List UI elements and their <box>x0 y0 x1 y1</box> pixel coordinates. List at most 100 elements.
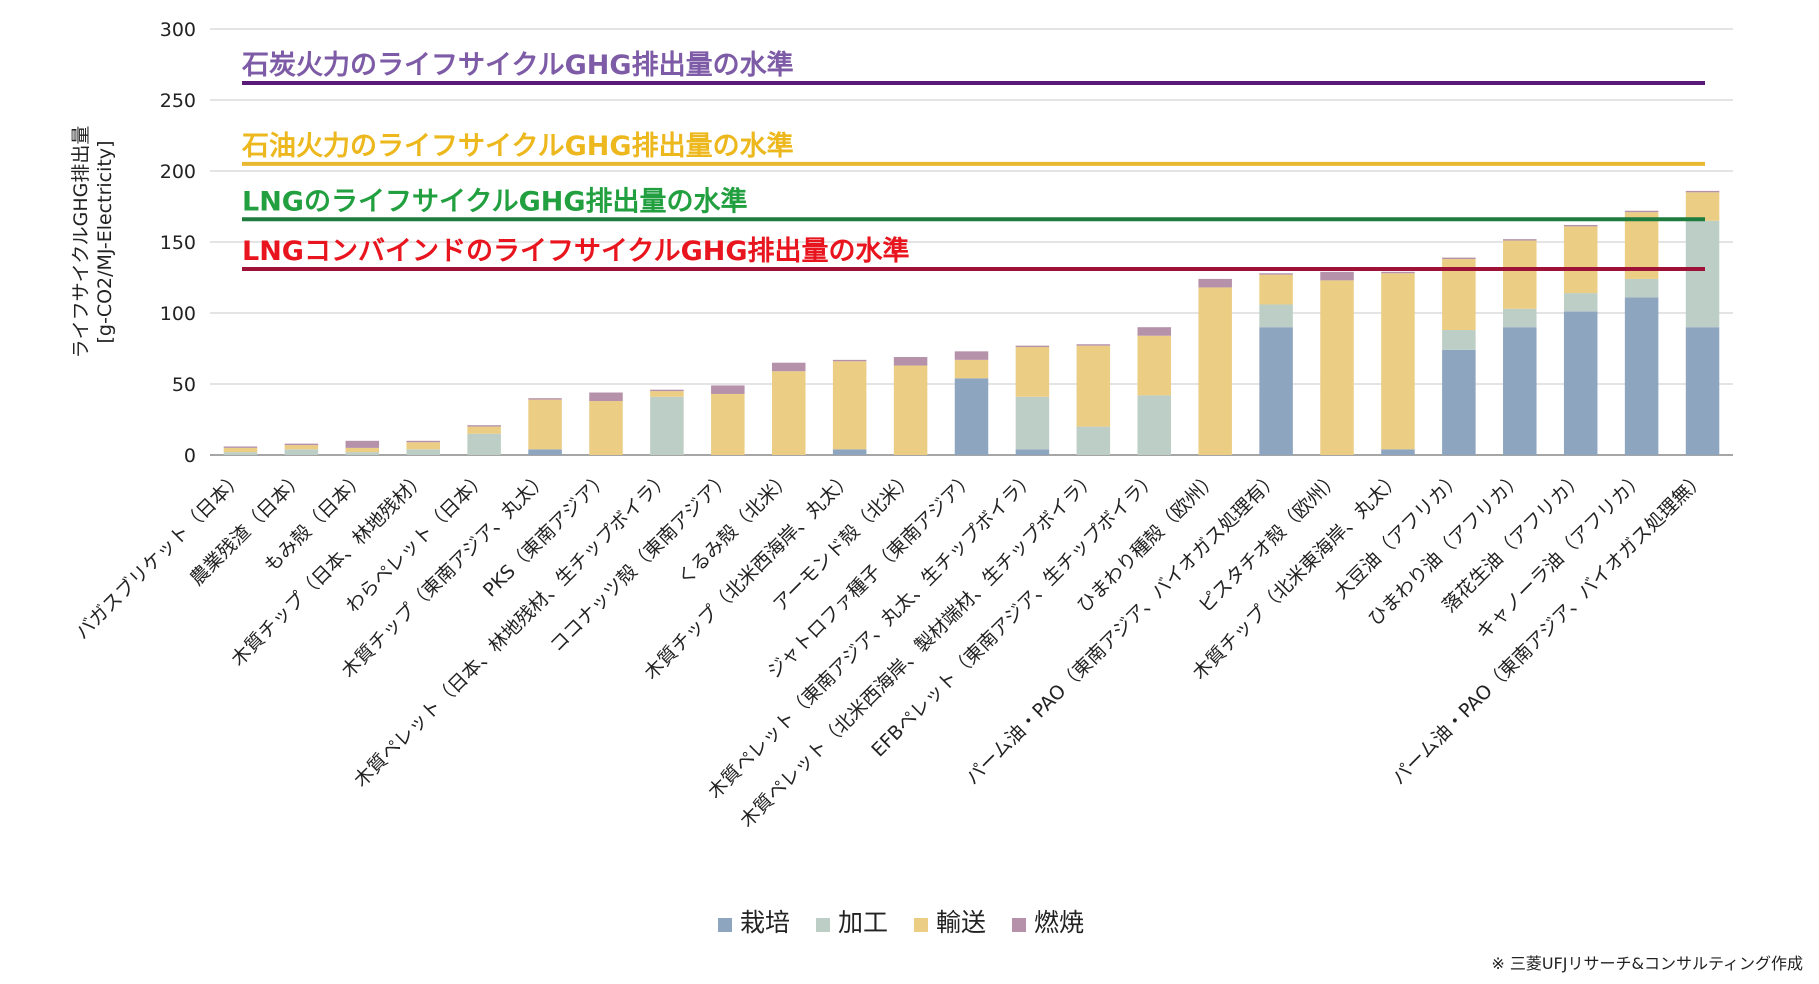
legend: 栽培 加工 輸送 燃焼 <box>718 908 1084 937</box>
bar-segment <box>1563 224 1598 227</box>
bar-segment <box>1624 278 1659 298</box>
bar-segment <box>1685 220 1720 328</box>
bar-segment <box>345 452 380 455</box>
bar-segment <box>589 401 623 455</box>
legend-swatch <box>1012 918 1026 932</box>
legend-label: 輸送 <box>936 908 986 937</box>
bar-segment <box>528 398 562 400</box>
reference-lines: 石炭火力のライフサイクルGHG排出量の水準石油火力のライフサイクルGHG排出量の… <box>241 49 1705 271</box>
bar-segment <box>1563 293 1598 312</box>
y-axis-title: ライフサイクルGHG排出量 [g-CO2/MJ-Electricity] <box>70 126 116 359</box>
bar-segment <box>1624 297 1659 455</box>
y-tick-label: 250 <box>160 90 196 112</box>
reference-line-label: LNGコンバインドのライフサイクルGHG排出量の水準 <box>242 235 910 267</box>
bar-segment <box>1137 327 1172 336</box>
bar-segment <box>1503 240 1537 309</box>
category-label: くるみ殻（北米） <box>674 467 797 590</box>
legend-swatch <box>816 918 830 932</box>
bar-segment <box>1442 349 1476 455</box>
gridlines <box>210 28 1733 456</box>
bar-segment <box>954 359 989 379</box>
bar-segment <box>1259 273 1293 275</box>
bar-segment <box>1624 210 1659 213</box>
bar-segment <box>528 399 562 450</box>
bar-segment <box>1259 327 1293 455</box>
bar-segment <box>893 357 928 366</box>
source-credit: ※ 三菱UFJリサーチ&コンサルティング作成 <box>1491 954 1803 973</box>
bar-segment <box>467 426 501 434</box>
bar-segment <box>954 378 989 455</box>
bar-segment <box>832 359 867 362</box>
reference-line-label: LNGのライフサイクルGHG排出量の水準 <box>242 185 748 217</box>
bar-segment <box>1685 190 1720 193</box>
y-tick-label: 50 <box>172 374 196 396</box>
bar-segment <box>1685 327 1720 455</box>
legend-label: 栽培 <box>740 908 790 937</box>
bar-segment <box>1137 395 1172 455</box>
y-axis-title-line: ライフサイクルGHG排出量 <box>70 126 92 359</box>
reference-line-label: 石油火力のライフサイクルGHG排出量の水準 <box>241 130 794 162</box>
bar-segment <box>1685 192 1720 221</box>
bar-segment <box>1503 308 1537 328</box>
bar-segment <box>771 371 806 455</box>
bar-segment <box>1259 274 1293 305</box>
y-tick-label: 300 <box>160 19 196 41</box>
bar-segment <box>1503 327 1537 455</box>
bar-segment <box>1320 280 1354 455</box>
bar-segment <box>406 442 440 450</box>
bar-segment <box>1442 330 1476 350</box>
bar-segment <box>284 445 319 450</box>
bar-segment <box>771 362 806 372</box>
bar-segment <box>893 365 928 455</box>
bar-segment <box>650 396 684 455</box>
legend-swatch <box>718 918 732 932</box>
bars <box>223 190 1720 455</box>
bar-segment <box>1015 449 1050 455</box>
bar-segment <box>406 449 440 455</box>
bar-segment <box>1259 304 1293 328</box>
category-label: 農業残渣（日本） <box>186 467 309 590</box>
bar-segment <box>832 361 867 450</box>
bar-segment <box>1503 239 1537 241</box>
y-tick-label: 150 <box>160 232 196 254</box>
bar-segment <box>832 449 867 455</box>
y-tick-label: 200 <box>160 161 196 183</box>
bar-segment <box>1015 396 1050 450</box>
category-labels: バガスブリケット（日本）農業残渣（日本）もみ殻（日本）木質チップ（日本、林地残材… <box>71 466 1711 832</box>
bar-segment <box>345 447 380 453</box>
bar-segment <box>1137 335 1172 396</box>
bar-segment <box>1381 449 1415 455</box>
bar-segment <box>528 449 562 455</box>
bar-segment <box>1381 273 1415 450</box>
bar-segment <box>711 393 745 455</box>
bar-segment <box>1076 344 1111 346</box>
bar-segment <box>1198 278 1232 288</box>
y-tick-label: 100 <box>160 303 196 325</box>
legend-swatch <box>914 918 928 932</box>
bar-segment <box>1442 257 1476 260</box>
bar-segment <box>650 389 684 392</box>
bar-segment <box>589 392 623 402</box>
legend-label: 加工 <box>838 908 888 937</box>
bar-segment <box>1381 271 1415 274</box>
bar-segment <box>406 440 440 443</box>
bar-segment <box>1015 345 1050 348</box>
bar-segment <box>467 433 501 455</box>
bar-segment <box>284 449 319 455</box>
legend-label: 燃焼 <box>1034 908 1084 937</box>
bar-segment <box>1563 226 1598 294</box>
bar-segment <box>345 440 380 448</box>
reference-line-label: 石炭火力のライフサイクルGHG排出量の水準 <box>241 49 794 81</box>
bar-segment <box>1015 347 1050 397</box>
bar-segment <box>954 351 989 360</box>
bar-segment <box>1076 426 1111 455</box>
bar-segment <box>223 446 258 448</box>
bar-segment <box>711 385 745 394</box>
bar-segment <box>1563 311 1598 455</box>
bar-segment <box>284 443 319 446</box>
bar-segment <box>467 425 501 427</box>
bar-segment <box>650 391 684 397</box>
bar-segment <box>1198 287 1232 455</box>
